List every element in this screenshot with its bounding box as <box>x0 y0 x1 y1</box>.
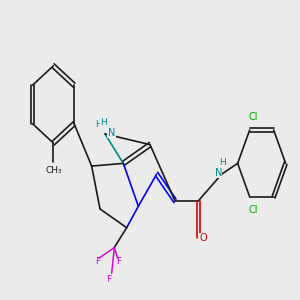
Text: O: O <box>200 233 207 243</box>
Text: H: H <box>100 118 107 127</box>
Text: N: N <box>214 168 222 178</box>
Text: F: F <box>116 257 122 266</box>
Text: Cl: Cl <box>249 205 258 215</box>
Text: H: H <box>96 120 102 129</box>
Text: N: N <box>108 128 115 138</box>
Text: F: F <box>106 275 111 284</box>
Text: H: H <box>219 158 226 167</box>
Text: F: F <box>95 257 100 266</box>
Text: CH₃: CH₃ <box>45 167 62 176</box>
Text: Cl: Cl <box>249 112 258 122</box>
